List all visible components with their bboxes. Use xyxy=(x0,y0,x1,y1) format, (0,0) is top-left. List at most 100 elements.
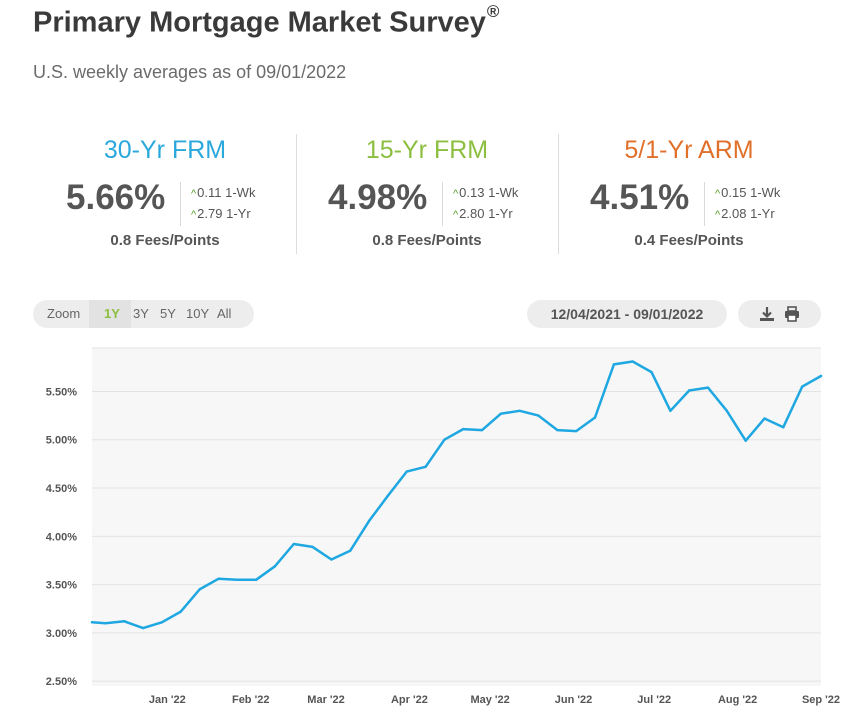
date-range-display[interactable]: 12/04/2021 - 09/01/2022 xyxy=(527,300,727,328)
data-point xyxy=(782,425,785,429)
registered-mark: ® xyxy=(486,2,500,21)
up-arrow-icon: ^ xyxy=(715,209,721,221)
data-point xyxy=(292,542,295,546)
x-tick-label: Jun '22 xyxy=(555,694,592,706)
rate-line-chart: 5.50% 5.00% 4.50% 4.00% 3.50% 3.00% 2.50% Jan … xyxy=(46,347,840,706)
data-point xyxy=(349,549,352,552)
data-point xyxy=(800,385,804,388)
rate-name: 15-Yr FRM xyxy=(365,136,489,164)
rate-card-30yr: 30-Yr FRM 5.66% ^0.11 1-Wk ^2.79 1-Yr 0.… xyxy=(34,132,296,254)
data-point xyxy=(141,626,145,630)
data-point xyxy=(386,494,390,497)
zoom-option-1y[interactable]: 1Y xyxy=(104,306,120,321)
rate-value: 4.51% xyxy=(590,178,690,217)
data-point xyxy=(518,409,521,412)
rate-changes: ^0.13 1-Wk ^2.80 1-Yr xyxy=(442,182,518,226)
plot-background xyxy=(92,348,821,686)
weekly-change: ^0.13 1-Wk xyxy=(453,185,519,200)
up-arrow-icon: ^ xyxy=(191,188,197,200)
fees-points: 0.8 Fees/Points xyxy=(372,232,482,249)
data-point xyxy=(744,439,747,442)
data-point xyxy=(160,621,164,624)
data-point xyxy=(198,588,201,591)
data-point xyxy=(90,621,94,624)
download-icon[interactable] xyxy=(758,305,776,323)
up-arrow-icon: ^ xyxy=(453,188,459,200)
data-point xyxy=(462,427,465,431)
data-point xyxy=(499,412,503,415)
x-tick-label: Feb '22 xyxy=(232,694,269,706)
x-tick-label: Aug '22 xyxy=(718,694,757,706)
data-point xyxy=(556,428,559,432)
yearly-change: ^2.79 1-Yr xyxy=(191,206,251,221)
divider xyxy=(558,134,559,254)
y-tick-label: 4.00% xyxy=(46,531,77,543)
data-point xyxy=(424,465,427,468)
data-point xyxy=(330,558,333,561)
yearly-change: ^2.80 1-Yr xyxy=(453,206,513,221)
y-tick-label: 3.00% xyxy=(46,628,77,640)
data-point xyxy=(480,428,484,432)
data-point xyxy=(367,519,371,523)
zoom-option-3y[interactable]: 3Y xyxy=(133,306,149,321)
weekly-change: ^0.11 1-Wk xyxy=(191,185,256,200)
zoom-selector: Zoom 1Y 3Y 5Y 10Y All xyxy=(33,300,254,328)
x-tick-label: Jul '22 xyxy=(637,694,671,706)
data-point xyxy=(593,416,597,419)
series-line xyxy=(90,360,823,630)
data-point xyxy=(819,374,823,378)
data-point xyxy=(725,409,729,412)
data-point xyxy=(763,417,766,420)
yearly-change: ^2.08 1-Yr xyxy=(715,206,775,221)
y-tick-label: 2.50% xyxy=(46,676,77,688)
data-point xyxy=(612,363,616,366)
data-point xyxy=(405,470,408,473)
page-title: Primary Mortgage Market Survey® xyxy=(33,2,500,39)
export-controls xyxy=(738,300,821,328)
up-arrow-icon: ^ xyxy=(715,188,721,200)
fees-points: 0.4 Fees/Points xyxy=(634,232,744,249)
fees-points: 0.8 Fees/Points xyxy=(110,232,220,249)
y-tick-label: 3.50% xyxy=(46,580,77,592)
data-point xyxy=(631,360,634,363)
data-point xyxy=(650,370,653,374)
up-arrow-icon: ^ xyxy=(191,209,197,221)
page-subtitle: U.S. weekly averages as of 09/01/2022 xyxy=(33,62,347,82)
rate-value: 4.98% xyxy=(328,178,428,217)
x-tick-label: Apr '22 xyxy=(391,694,428,706)
data-point xyxy=(575,429,578,433)
data-point xyxy=(104,622,107,625)
rate-card-15yr: 15-Yr FRM 4.98% ^0.13 1-Wk ^2.80 1-Yr 0.… xyxy=(296,132,558,254)
data-point xyxy=(537,414,540,417)
data-point xyxy=(236,578,239,581)
rate-name: 5/1-Yr ARM xyxy=(624,136,754,164)
y-tick-label: 4.50% xyxy=(46,483,77,495)
rate-summary: 30-Yr FRM 5.66% ^0.11 1-Wk ^2.79 1-Yr 0.… xyxy=(34,132,822,254)
weekly-change: ^0.15 1-Wk xyxy=(715,185,781,200)
data-point xyxy=(311,545,314,549)
divider xyxy=(296,134,297,254)
data-point xyxy=(443,438,446,441)
zoom-option-5y[interactable]: 5Y xyxy=(160,306,176,321)
zoom-label: Zoom xyxy=(47,306,81,321)
x-tick-label: Mar '22 xyxy=(307,694,344,706)
x-tick-label: May '22 xyxy=(470,694,509,706)
data-point xyxy=(123,620,126,623)
x-tick-label: Sep '22 xyxy=(802,694,840,706)
zoom-option-10y[interactable]: 10Y xyxy=(186,306,210,321)
data-point xyxy=(273,565,277,568)
zoom-active-highlight xyxy=(89,300,131,328)
y-tick-label: 5.00% xyxy=(46,435,77,447)
data-point xyxy=(706,386,710,389)
rate-value: 5.66% xyxy=(66,178,166,217)
data-point xyxy=(254,578,258,581)
data-point xyxy=(217,577,220,581)
x-tick-label: Jan '22 xyxy=(149,694,186,706)
zoom-option-all[interactable]: All xyxy=(217,306,232,321)
rate-changes: ^0.11 1-Wk ^2.79 1-Yr xyxy=(180,182,255,226)
printer-icon[interactable] xyxy=(783,305,801,323)
data-point xyxy=(669,409,672,412)
up-arrow-icon: ^ xyxy=(453,209,459,221)
data-point xyxy=(687,389,691,392)
y-tick-label: 5.50% xyxy=(46,386,77,398)
